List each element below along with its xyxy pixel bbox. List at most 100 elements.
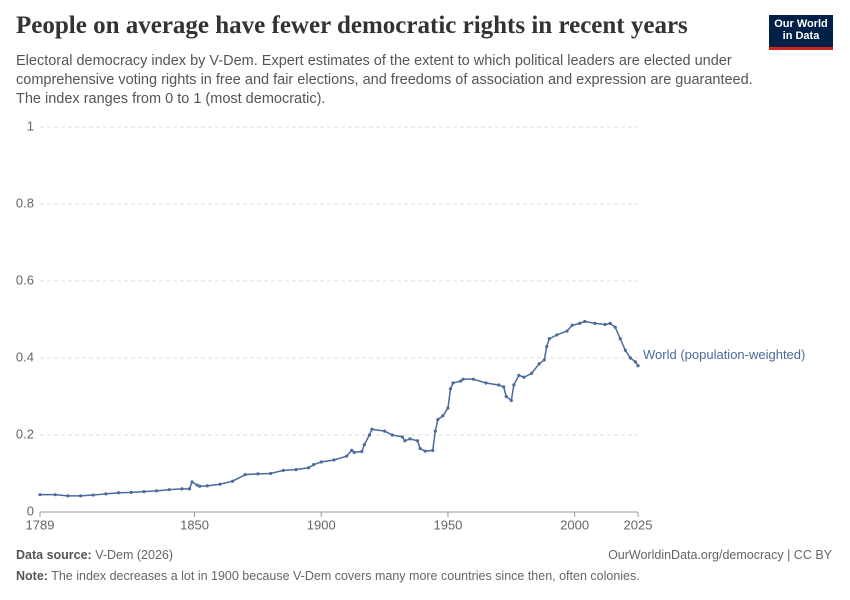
point bbox=[636, 364, 640, 368]
point bbox=[230, 479, 235, 483]
point bbox=[565, 329, 569, 333]
point bbox=[352, 450, 356, 454]
point bbox=[332, 458, 336, 462]
point bbox=[459, 379, 463, 383]
x-tick-label: 2025 bbox=[624, 517, 653, 532]
point bbox=[502, 385, 506, 389]
point bbox=[436, 418, 440, 422]
point bbox=[418, 446, 422, 451]
point bbox=[383, 429, 387, 433]
x-tick-label: 1789 bbox=[26, 517, 55, 532]
point bbox=[195, 483, 199, 487]
point bbox=[198, 484, 202, 488]
source-text: V-Dem (2026) bbox=[95, 548, 174, 562]
point bbox=[256, 472, 260, 476]
y-tick-label: 1 bbox=[27, 118, 34, 133]
point bbox=[504, 394, 508, 399]
point bbox=[129, 490, 133, 494]
point bbox=[451, 381, 455, 385]
point bbox=[618, 337, 622, 341]
logo[interactable]: Our World in Data bbox=[769, 15, 833, 50]
point bbox=[243, 473, 247, 477]
point bbox=[400, 435, 404, 439]
point bbox=[512, 383, 516, 387]
point bbox=[542, 358, 546, 362]
logo-line: in Data bbox=[782, 30, 820, 42]
point bbox=[471, 377, 475, 381]
point bbox=[570, 323, 574, 327]
x-tick-label: 1850 bbox=[180, 517, 209, 532]
series-label: World (population-weighted) bbox=[643, 347, 805, 362]
x-tick-label: 1950 bbox=[433, 517, 462, 532]
point bbox=[116, 491, 121, 495]
point bbox=[403, 439, 407, 443]
y-tick-label: 0.2 bbox=[16, 426, 34, 441]
point bbox=[370, 427, 374, 431]
point bbox=[448, 387, 453, 391]
point bbox=[608, 321, 612, 325]
point bbox=[623, 348, 627, 352]
y-tick-label: 0.6 bbox=[16, 272, 34, 287]
x-tick-label: 2000 bbox=[560, 517, 589, 532]
point bbox=[446, 406, 450, 410]
point bbox=[360, 449, 364, 454]
point bbox=[593, 321, 597, 325]
url[interactable]: OurWorldinData.org/democracy | CC BY bbox=[608, 548, 832, 562]
point bbox=[517, 373, 521, 377]
point bbox=[154, 489, 159, 493]
point bbox=[613, 325, 617, 329]
point bbox=[281, 468, 285, 473]
point bbox=[547, 337, 551, 341]
point bbox=[578, 321, 582, 325]
point bbox=[537, 362, 541, 366]
point bbox=[187, 487, 192, 491]
point bbox=[306, 466, 311, 470]
point bbox=[367, 433, 372, 437]
point bbox=[441, 414, 445, 418]
logo-line: Our World bbox=[774, 18, 828, 30]
point bbox=[431, 448, 435, 452]
point bbox=[104, 492, 108, 496]
point bbox=[142, 489, 146, 494]
note-label: Note: bbox=[16, 569, 48, 583]
chart-title: People on average have fewer democratic … bbox=[16, 12, 688, 39]
point bbox=[53, 493, 57, 497]
point bbox=[268, 471, 273, 476]
point bbox=[555, 333, 559, 337]
point bbox=[190, 480, 194, 484]
point bbox=[66, 494, 70, 498]
point bbox=[497, 383, 501, 387]
point bbox=[545, 344, 549, 349]
point bbox=[433, 429, 437, 433]
point bbox=[294, 468, 298, 472]
point bbox=[484, 381, 488, 385]
point bbox=[509, 398, 513, 402]
point bbox=[312, 463, 316, 467]
point bbox=[633, 360, 638, 364]
point bbox=[180, 487, 184, 491]
point bbox=[390, 433, 394, 437]
point bbox=[345, 454, 349, 458]
point bbox=[529, 371, 534, 375]
point bbox=[583, 319, 587, 324]
point bbox=[603, 322, 607, 327]
point bbox=[78, 494, 83, 498]
series-line bbox=[40, 320, 639, 497]
point bbox=[415, 439, 420, 443]
point bbox=[319, 460, 323, 464]
point bbox=[350, 448, 354, 452]
point bbox=[362, 443, 366, 447]
point bbox=[167, 488, 171, 492]
note: Note: The index decreases a lot in 1900 … bbox=[16, 569, 640, 583]
point bbox=[205, 484, 209, 488]
x-tick-label: 1900 bbox=[307, 517, 336, 532]
source-label: Data source: bbox=[16, 548, 92, 562]
source: Data source: V-Dem (2026) bbox=[16, 548, 173, 562]
point bbox=[91, 493, 95, 497]
note-text: The index decreases a lot in 1900 becaus… bbox=[51, 569, 640, 583]
chart-subtitle: Electoral democracy index by V-Dem. Expe… bbox=[16, 53, 753, 107]
point bbox=[628, 356, 632, 360]
point bbox=[423, 449, 427, 453]
